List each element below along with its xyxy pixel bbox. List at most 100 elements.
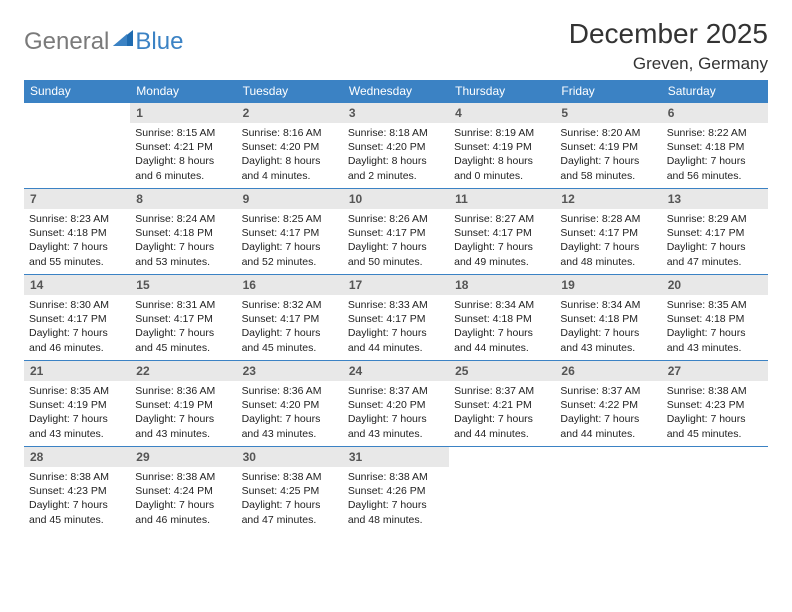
- day-line: and 45 minutes.: [242, 341, 338, 355]
- day-line: Daylight: 7 hours: [667, 326, 763, 340]
- day-line: Daylight: 7 hours: [560, 154, 656, 168]
- calendar-cell: 4Sunrise: 8:19 AMSunset: 4:19 PMDaylight…: [449, 103, 555, 189]
- day-number: 30: [237, 447, 343, 467]
- day-line: Sunset: 4:20 PM: [348, 398, 444, 412]
- day-line: Daylight: 7 hours: [667, 412, 763, 426]
- day-line: Daylight: 8 hours: [348, 154, 444, 168]
- day-line: Sunrise: 8:18 AM: [348, 126, 444, 140]
- day-number: 24: [343, 361, 449, 381]
- calendar-cell: [24, 103, 130, 189]
- day-line: Sunrise: 8:29 AM: [667, 212, 763, 226]
- day-line: and 43 minutes.: [348, 427, 444, 441]
- day-line: Sunset: 4:21 PM: [135, 140, 231, 154]
- day-line: Sunset: 4:18 PM: [667, 140, 763, 154]
- weekday-header: Thursday: [449, 80, 555, 103]
- day-line: Sunset: 4:18 PM: [454, 312, 550, 326]
- day-line: and 46 minutes.: [135, 513, 231, 527]
- day-details: Sunrise: 8:34 AMSunset: 4:18 PMDaylight:…: [555, 295, 661, 359]
- header: General Blue December 2025 Greven, Germa…: [24, 18, 768, 74]
- day-line: Sunset: 4:20 PM: [242, 398, 338, 412]
- day-line: Daylight: 7 hours: [135, 498, 231, 512]
- day-line: Sunset: 4:17 PM: [560, 226, 656, 240]
- day-number: 3: [343, 103, 449, 123]
- calendar-cell: 19Sunrise: 8:34 AMSunset: 4:18 PMDayligh…: [555, 275, 661, 361]
- day-line: and 56 minutes.: [667, 169, 763, 183]
- day-line: Sunset: 4:19 PM: [454, 140, 550, 154]
- day-number: 17: [343, 275, 449, 295]
- day-details: Sunrise: 8:36 AMSunset: 4:19 PMDaylight:…: [130, 381, 236, 445]
- day-line: Daylight: 8 hours: [135, 154, 231, 168]
- day-line: and 43 minutes.: [29, 427, 125, 441]
- day-line: Sunset: 4:18 PM: [29, 226, 125, 240]
- day-line: Sunset: 4:26 PM: [348, 484, 444, 498]
- calendar-cell: 25Sunrise: 8:37 AMSunset: 4:21 PMDayligh…: [449, 361, 555, 447]
- day-line: and 47 minutes.: [242, 513, 338, 527]
- day-line: Daylight: 7 hours: [29, 412, 125, 426]
- day-line: Sunset: 4:21 PM: [454, 398, 550, 412]
- title-block: December 2025 Greven, Germany: [569, 18, 768, 74]
- day-line: Daylight: 7 hours: [667, 240, 763, 254]
- day-line: Sunrise: 8:20 AM: [560, 126, 656, 140]
- day-line: and 4 minutes.: [242, 169, 338, 183]
- day-details: Sunrise: 8:37 AMSunset: 4:20 PMDaylight:…: [343, 381, 449, 445]
- day-line: Daylight: 8 hours: [454, 154, 550, 168]
- day-line: Daylight: 7 hours: [348, 326, 444, 340]
- day-line: Sunset: 4:17 PM: [242, 312, 338, 326]
- calendar-cell: 31Sunrise: 8:38 AMSunset: 4:26 PMDayligh…: [343, 447, 449, 533]
- day-line: and 43 minutes.: [667, 341, 763, 355]
- calendar-row: 28Sunrise: 8:38 AMSunset: 4:23 PMDayligh…: [24, 447, 768, 533]
- day-details: Sunrise: 8:15 AMSunset: 4:21 PMDaylight:…: [130, 123, 236, 187]
- day-line: Daylight: 7 hours: [242, 498, 338, 512]
- weekday-header-row: Sunday Monday Tuesday Wednesday Thursday…: [24, 80, 768, 103]
- calendar-row: 1Sunrise: 8:15 AMSunset: 4:21 PMDaylight…: [24, 103, 768, 189]
- day-details: Sunrise: 8:33 AMSunset: 4:17 PMDaylight:…: [343, 295, 449, 359]
- weekday-header: Wednesday: [343, 80, 449, 103]
- day-number: 27: [662, 361, 768, 381]
- logo-text-general: General: [24, 28, 109, 56]
- day-details: Sunrise: 8:18 AMSunset: 4:20 PMDaylight:…: [343, 123, 449, 187]
- day-line: and 52 minutes.: [242, 255, 338, 269]
- day-line: Sunrise: 8:28 AM: [560, 212, 656, 226]
- day-details: Sunrise: 8:31 AMSunset: 4:17 PMDaylight:…: [130, 295, 236, 359]
- day-number: 29: [130, 447, 236, 467]
- calendar-cell: 2Sunrise: 8:16 AMSunset: 4:20 PMDaylight…: [237, 103, 343, 189]
- day-details: Sunrise: 8:38 AMSunset: 4:23 PMDaylight:…: [24, 467, 130, 531]
- logo-text-blue: Blue: [135, 28, 183, 56]
- calendar-cell: 12Sunrise: 8:28 AMSunset: 4:17 PMDayligh…: [555, 189, 661, 275]
- day-line: Sunrise: 8:38 AM: [667, 384, 763, 398]
- day-line: Daylight: 7 hours: [348, 240, 444, 254]
- day-line: Sunrise: 8:31 AM: [135, 298, 231, 312]
- day-number: 5: [555, 103, 661, 123]
- day-line: and 44 minutes.: [560, 427, 656, 441]
- calendar-table: Sunday Monday Tuesday Wednesday Thursday…: [24, 80, 768, 533]
- day-line: Sunset: 4:19 PM: [135, 398, 231, 412]
- day-details: Sunrise: 8:22 AMSunset: 4:18 PMDaylight:…: [662, 123, 768, 187]
- day-line: and 55 minutes.: [29, 255, 125, 269]
- day-line: and 44 minutes.: [454, 427, 550, 441]
- logo: General Blue: [24, 28, 183, 56]
- calendar-cell: 24Sunrise: 8:37 AMSunset: 4:20 PMDayligh…: [343, 361, 449, 447]
- day-details: Sunrise: 8:38 AMSunset: 4:25 PMDaylight:…: [237, 467, 343, 531]
- day-number: 6: [662, 103, 768, 123]
- day-line: Sunrise: 8:23 AM: [29, 212, 125, 226]
- day-line: Daylight: 7 hours: [454, 326, 550, 340]
- calendar-cell: 10Sunrise: 8:26 AMSunset: 4:17 PMDayligh…: [343, 189, 449, 275]
- calendar-row: 7Sunrise: 8:23 AMSunset: 4:18 PMDaylight…: [24, 189, 768, 275]
- calendar-cell: 20Sunrise: 8:35 AMSunset: 4:18 PMDayligh…: [662, 275, 768, 361]
- location: Greven, Germany: [569, 54, 768, 74]
- weekday-header: Monday: [130, 80, 236, 103]
- day-line: and 44 minutes.: [348, 341, 444, 355]
- day-line: Sunset: 4:25 PM: [242, 484, 338, 498]
- weekday-header: Tuesday: [237, 80, 343, 103]
- day-line: Daylight: 7 hours: [560, 240, 656, 254]
- day-line: Sunrise: 8:38 AM: [348, 470, 444, 484]
- day-details: Sunrise: 8:28 AMSunset: 4:17 PMDaylight:…: [555, 209, 661, 273]
- day-line: Sunset: 4:17 PM: [348, 312, 444, 326]
- day-line: and 43 minutes.: [560, 341, 656, 355]
- day-line: Sunrise: 8:34 AM: [560, 298, 656, 312]
- day-number: 4: [449, 103, 555, 123]
- calendar-cell: 27Sunrise: 8:38 AMSunset: 4:23 PMDayligh…: [662, 361, 768, 447]
- day-line: Sunset: 4:19 PM: [29, 398, 125, 412]
- day-details: Sunrise: 8:32 AMSunset: 4:17 PMDaylight:…: [237, 295, 343, 359]
- day-line: Sunset: 4:17 PM: [29, 312, 125, 326]
